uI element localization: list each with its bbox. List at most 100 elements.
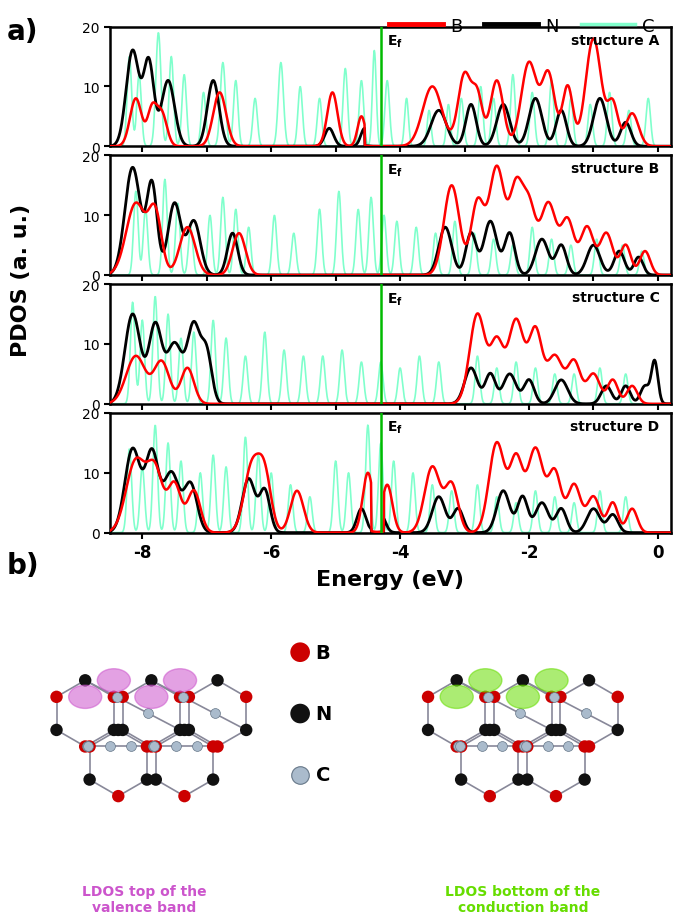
Point [178,690,189,705]
X-axis label: Energy (eV): Energy (eV) [316,570,464,590]
Point [476,739,487,754]
Point [142,772,153,787]
Point [175,690,186,705]
Point [184,690,195,705]
Point [142,739,153,754]
Point [583,674,594,688]
Point [483,690,494,705]
Point [117,690,128,705]
Point [422,722,433,737]
Point [117,722,128,737]
Point [150,772,161,787]
Text: B: B [316,643,330,662]
Point [108,690,119,705]
Text: b): b) [7,551,39,579]
Point [175,722,186,737]
Point [522,739,533,754]
Point [517,739,528,754]
Point [147,739,158,754]
Point [488,690,499,705]
Point [422,690,433,705]
Ellipse shape [469,669,502,692]
Text: structure C: structure C [572,290,660,305]
Ellipse shape [135,686,168,709]
Point [480,722,491,737]
Point [480,690,491,705]
Point [579,739,590,754]
Ellipse shape [506,686,539,709]
Text: a): a) [7,18,39,46]
Point [184,722,195,737]
Point [80,674,91,688]
Point [453,739,464,754]
Point [146,674,157,688]
Point [546,722,557,737]
Point [241,690,252,705]
Point [108,722,119,737]
Point [579,772,590,787]
Point [563,739,574,754]
Point [550,722,561,737]
Point [111,690,122,705]
Ellipse shape [440,686,473,709]
Point [179,789,190,803]
Point [150,739,161,754]
Point [179,722,190,737]
Point [83,739,94,754]
Point [241,722,252,737]
Point [209,707,220,721]
Point [522,772,533,787]
Point [208,772,219,787]
Point [81,739,92,754]
Text: N: N [316,704,332,723]
Point [519,739,530,754]
Point [451,674,462,688]
Point [612,690,623,705]
Point [542,739,553,754]
Point [515,707,526,721]
Point [497,739,508,754]
Legend: B, N, C: B, N, C [382,10,662,42]
Ellipse shape [535,669,568,692]
Text: $\mathbf{E_f}$: $\mathbf{E_f}$ [387,419,403,436]
Text: structure B: structure B [571,162,660,176]
Point [149,739,160,754]
Point [113,789,124,803]
Text: structure D: structure D [570,419,660,434]
Point [488,722,499,737]
Point [454,739,465,754]
Text: $\mathbf{E_f}$: $\mathbf{E_f}$ [387,290,403,307]
Point [113,722,124,737]
Text: $\mathbf{E_f}$: $\mathbf{E_f}$ [387,162,403,178]
Point [550,789,561,803]
Point [583,739,594,754]
Point [191,739,202,754]
Point [455,739,466,754]
Point [581,707,592,721]
Point [294,767,305,782]
Point [294,707,305,721]
Point [549,690,560,705]
Point [455,772,466,787]
Text: C: C [316,766,330,785]
Point [105,739,116,754]
Text: structure A: structure A [571,33,660,48]
Point [125,739,136,754]
Point [51,690,62,705]
Point [555,722,566,737]
Point [484,722,495,737]
Point [520,739,531,754]
Point [146,739,157,754]
Point [513,772,524,787]
Point [212,674,223,688]
Point [546,690,557,705]
Point [51,722,62,737]
Point [484,789,495,803]
Point [208,739,219,754]
Point [84,739,95,754]
Point [84,772,95,787]
Point [517,674,528,688]
Ellipse shape [69,686,102,709]
Ellipse shape [97,669,131,692]
Point [143,707,154,721]
